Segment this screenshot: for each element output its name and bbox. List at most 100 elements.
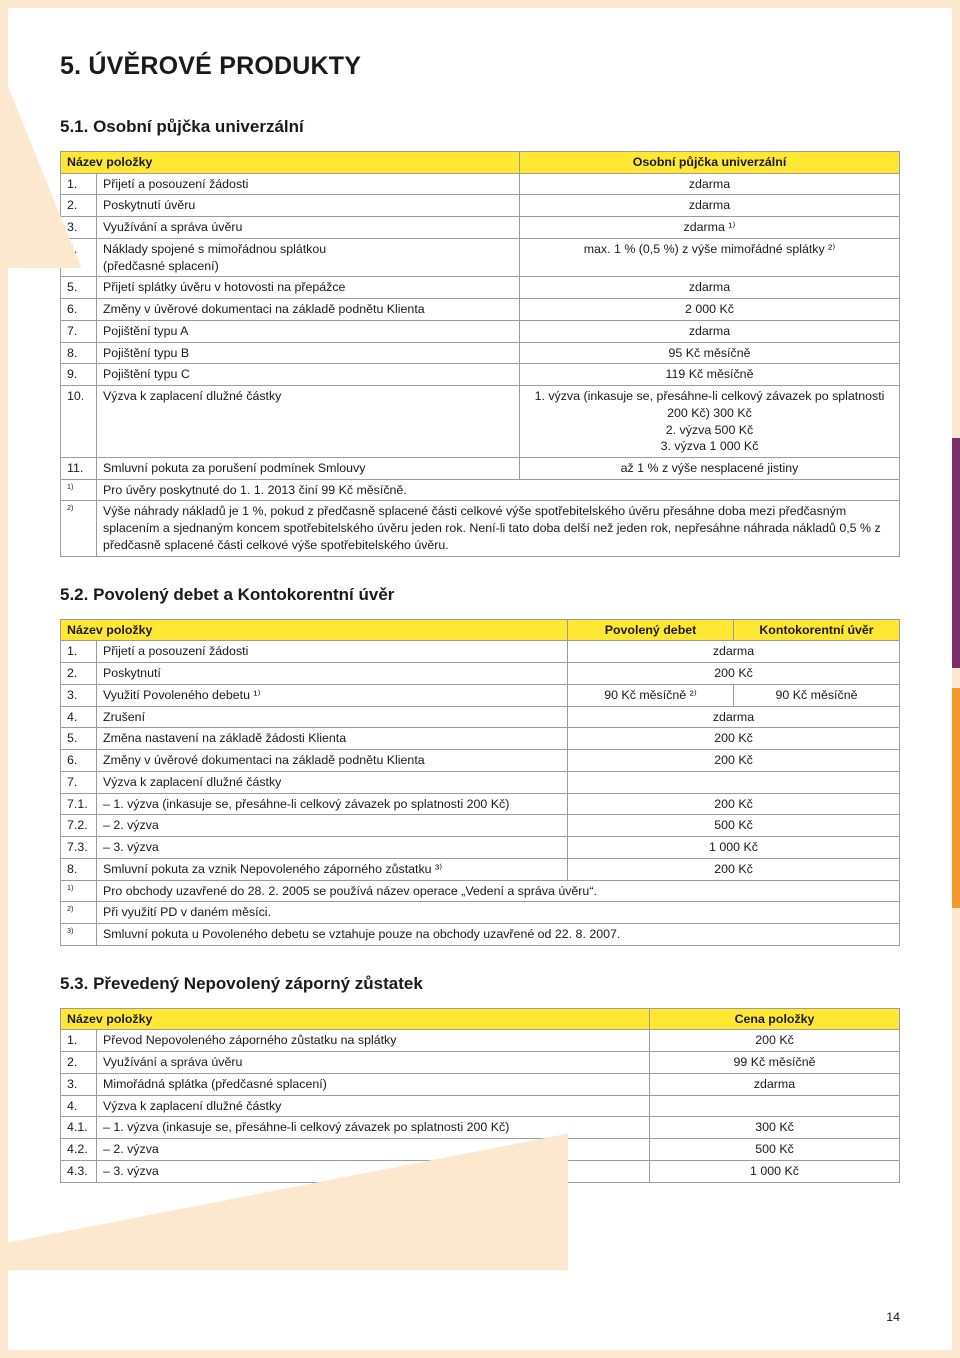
table-row: 8.Pojištění typu B95 Kč měsíčně [61, 342, 900, 364]
section-5-2-title: 5.2. Povolený debet a Kontokorentní úvěr [60, 585, 900, 605]
table-row: 1.Převod Nepovoleného záporného zůstatku… [61, 1030, 900, 1052]
row-number: 5. [61, 277, 97, 299]
row-value: zdarma [520, 195, 900, 217]
row-label: Změny v úvěrové dokumentaci na základě p… [97, 299, 520, 321]
row-label: Změna nastavení na základě žádosti Klien… [97, 728, 568, 750]
row-number: 4.2. [61, 1139, 97, 1161]
table-row: 6.Změny v úvěrové dokumentaci na základě… [61, 299, 900, 321]
header-cell-name: Název položky [61, 152, 520, 174]
row-label: Přijetí a posouzení žádosti [97, 173, 520, 195]
row-value: 300 Kč [650, 1117, 900, 1139]
row-number: 1. [61, 173, 97, 195]
decor-edge-orange [952, 688, 960, 908]
table-5-3: Název položkyCena položky1.Převod Nepovo… [60, 1008, 900, 1183]
row-number: 1. [61, 1030, 97, 1052]
row-value: 95 Kč měsíčně [520, 342, 900, 364]
row-label: Poskytnutí úvěru [97, 195, 520, 217]
row-value: 1 000 Kč [650, 1160, 900, 1182]
row-number: 8. [61, 342, 97, 364]
row-label: – 3. výzva [97, 1160, 650, 1182]
row-label: Využití Povoleného debetu ¹⁾ [97, 684, 568, 706]
table-header-row: Název položkyCena položky [61, 1008, 900, 1030]
table-row: 2.Poskytnutí úvěruzdarma [61, 195, 900, 217]
table-header-row: Název položkyPovolený debetKontokorentní… [61, 619, 900, 641]
table-5-2: Název položkyPovolený debetKontokorentní… [60, 619, 900, 946]
table-row: 8.Smluvní pokuta za vznik Nepovoleného z… [61, 858, 900, 880]
row-number: 4. [61, 1095, 97, 1117]
table-row: 4.Náklady spojené s mimořádnou splátkou(… [61, 238, 900, 276]
row-value: 200 Kč [568, 728, 900, 750]
row-number: 7.1. [61, 793, 97, 815]
row-value [650, 1095, 900, 1117]
table-row: 6.Změny v úvěrové dokumentaci na základě… [61, 750, 900, 772]
row-value: zdarma [520, 277, 900, 299]
header-cell-name: Název položky [61, 619, 568, 641]
table-row: 2.Poskytnutí200 Kč [61, 663, 900, 685]
row-label: Využívání a správa úvěru [97, 1052, 650, 1074]
page-title: 5. ÚVĚROVÉ PRODUKTY [60, 52, 900, 81]
header-cell-value: Cena položky [650, 1008, 900, 1030]
row-label: Změny v úvěrové dokumentaci na základě p… [97, 750, 568, 772]
row-label: Využívání a správa úvěru [97, 217, 520, 239]
row-number: 4.1. [61, 1117, 97, 1139]
row-value: 200 Kč [568, 793, 900, 815]
row-number: 3. [61, 1073, 97, 1095]
row-number: 1. [61, 641, 97, 663]
note-text: Výše náhrady nákladů je 1 %, pokud z pře… [97, 501, 900, 556]
header-cell-value: Osobní půjčka univerzální [520, 152, 900, 174]
row-value: 200 Kč [650, 1030, 900, 1052]
table-row: 7.2.– 2. výzva500 Kč [61, 815, 900, 837]
row-value: max. 1 % (0,5 %) z výše mimořádné splátk… [520, 238, 900, 276]
row-number: 4.3. [61, 1160, 97, 1182]
note-number: 3) [61, 923, 97, 945]
row-number: 2. [61, 663, 97, 685]
table-note-row: 1)Pro obchody uzavřené do 28. 2. 2005 se… [61, 880, 900, 902]
row-value: 500 Kč [650, 1139, 900, 1161]
row-label: Přijetí splátky úvěru v hotovosti na pře… [97, 277, 520, 299]
row-value: 119 Kč měsíčně [520, 364, 900, 386]
table-row: 7.Pojištění typu Azdarma [61, 320, 900, 342]
table-row: 4.2.– 2. výzva500 Kč [61, 1139, 900, 1161]
header-cell-name: Název položky [61, 1008, 650, 1030]
row-value: 2 000 Kč [520, 299, 900, 321]
table-row: 10.Výzva k zaplacení dlužné částky1. výz… [61, 386, 900, 458]
row-value: 500 Kč [568, 815, 900, 837]
table-row: 1.Přijetí a posouzení žádostizdarma [61, 173, 900, 195]
decor-edge-purple [952, 438, 960, 668]
row-number: 7.2. [61, 815, 97, 837]
row-number: 9. [61, 364, 97, 386]
row-number: 3. [61, 684, 97, 706]
note-number: 1) [61, 880, 97, 902]
row-value: zdarma [568, 641, 900, 663]
row-label: Poskytnutí [97, 663, 568, 685]
header-cell-pd: Povolený debet [568, 619, 734, 641]
row-label: Pojištění typu A [97, 320, 520, 342]
header-cell-konto: Kontokorentní úvěr [734, 619, 900, 641]
note-number: 2) [61, 501, 97, 556]
section-5-1-title: 5.1. Osobní půjčka univerzální [60, 117, 900, 137]
table-row: 11.Smluvní pokuta za porušení podmínek S… [61, 458, 900, 480]
table-row: 4.Zrušenízdarma [61, 706, 900, 728]
row-value: 99 Kč měsíčně [650, 1052, 900, 1074]
row-label: Pojištění typu C [97, 364, 520, 386]
row-value: zdarma [520, 320, 900, 342]
section-5-3-title: 5.3. Převedený Nepovolený záporný zůstat… [60, 974, 900, 994]
table-note-row: 2)Při využití PD v daném měsíci. [61, 902, 900, 924]
row-label: Přijetí a posouzení žádosti [97, 641, 568, 663]
row-number: 4. [61, 706, 97, 728]
row-label: – 3. výzva [97, 837, 568, 859]
row-number: 7. [61, 320, 97, 342]
note-text: Pro úvěry poskytnuté do 1. 1. 2013 činí … [97, 479, 900, 501]
row-value: až 1 % z výše nesplacené jistiny [520, 458, 900, 480]
row-label: Výzva k zaplacení dlužné částky [97, 1095, 650, 1117]
table-header-row: Název položkyOsobní půjčka univerzální [61, 152, 900, 174]
note-number: 2) [61, 902, 97, 924]
table-row: 3.Využití Povoleného debetu ¹⁾90 Kč měsí… [61, 684, 900, 706]
row-number: 10. [61, 386, 97, 458]
row-value: zdarma [520, 173, 900, 195]
row-label: – 2. výzva [97, 1139, 650, 1161]
row-number: 2. [61, 1052, 97, 1074]
table-row: 1.Přijetí a posouzení žádostizdarma [61, 641, 900, 663]
row-value: zdarma [650, 1073, 900, 1095]
row-value-pd: 90 Kč měsíčně ²⁾ [568, 684, 734, 706]
